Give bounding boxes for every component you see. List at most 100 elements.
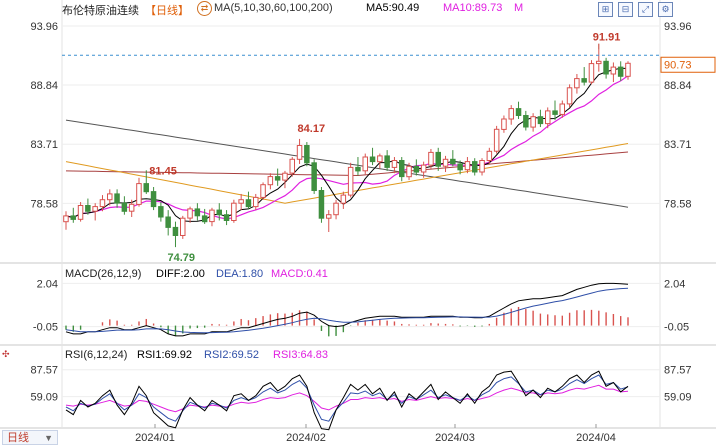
- low-annotation: 74.79: [167, 252, 195, 264]
- macd-label: MACD(26,12,9): [65, 268, 142, 280]
- candle-body: [603, 60, 609, 75]
- candle-body: [282, 172, 288, 181]
- candle-body: [194, 208, 201, 217]
- candle-body: [63, 215, 69, 223]
- rsi3-line: [65, 384, 629, 413]
- ma100-line: [65, 119, 629, 208]
- zoom-out-icon[interactable]: ⊟: [618, 2, 633, 17]
- candle-body: [399, 160, 405, 178]
- period-selector-button[interactable]: 日线 ▼: [2, 430, 58, 445]
- candle-body: [610, 66, 617, 75]
- candle-body: [355, 166, 361, 172]
- candle-body: [180, 217, 186, 236]
- candle-body: [566, 87, 573, 105]
- rsi1-value: RSI1:69.92: [137, 349, 193, 361]
- candle-body: [260, 184, 266, 198]
- date-tick-label: 2024/04: [576, 432, 616, 444]
- candle-body: [209, 209, 215, 223]
- toggle-icon[interactable]: ⇄: [197, 1, 212, 16]
- candle-body: [318, 190, 325, 219]
- ma10-value: MA10:89.73: [443, 2, 503, 14]
- price-tick-right: 83.71: [664, 139, 692, 151]
- candle-body: [267, 176, 274, 186]
- date-tick-label: 2024/02: [286, 432, 326, 444]
- candle-body: [362, 156, 368, 172]
- candle-body: [384, 155, 390, 168]
- candle-body: [333, 202, 339, 216]
- candle-body: [107, 193, 113, 201]
- candle-body: [114, 193, 120, 204]
- candle-body: [493, 128, 500, 152]
- macd-diff-value: DIFF:2.00: [156, 268, 205, 280]
- candle-body: [165, 216, 171, 228]
- candle-body: [340, 194, 347, 204]
- rsi-tick-left: 59.09: [30, 392, 58, 404]
- high-annotation: 91.91: [593, 32, 621, 44]
- candle-body: [172, 226, 179, 236]
- peak-annotation: 84.17: [298, 123, 326, 135]
- ma-params: MA(5,10,30,60,100,200): [214, 2, 333, 14]
- period-label[interactable]: 【日线】: [145, 5, 189, 17]
- candle-body: [486, 150, 493, 162]
- candle-body: [245, 199, 252, 208]
- rsi2-line: [65, 374, 629, 422]
- current-price-tag: [660, 56, 716, 73]
- candle-body: [85, 205, 91, 212]
- chevron-down-icon: ▼: [44, 433, 53, 443]
- ma5-value: MA5:90.49: [366, 2, 420, 14]
- candle-body: [304, 145, 310, 164]
- candle-body: [223, 214, 230, 221]
- candle-body: [617, 66, 624, 77]
- price-tick-right: 88.84: [664, 80, 692, 92]
- candle-body: [238, 199, 244, 204]
- instrument-title: 布伦特原油连续: [62, 5, 139, 17]
- candle-body: [391, 160, 398, 168]
- candle-body: [537, 116, 544, 125]
- candle-body: [150, 191, 157, 208]
- candle-body: [231, 202, 237, 221]
- candle-body: [377, 155, 383, 163]
- macd-tick-left: -0.05: [33, 322, 58, 334]
- candle-body: [136, 183, 142, 205]
- rsi-settings-icon[interactable]: ✣: [2, 349, 10, 359]
- candle-body: [508, 108, 514, 120]
- candle-body: [420, 164, 427, 173]
- candle-body: [457, 163, 463, 171]
- price-tick-left: 78.58: [30, 198, 58, 210]
- candle-body: [77, 205, 84, 220]
- level-annotation: 81.45: [149, 165, 177, 177]
- candle-body: [523, 115, 529, 128]
- current-price-label: 90.73: [664, 59, 692, 71]
- candle-body: [187, 208, 193, 219]
- candle-body: [99, 199, 106, 208]
- candle-body: [311, 162, 317, 192]
- price-tick-left: 83.71: [30, 139, 58, 151]
- candle-body: [121, 202, 128, 212]
- candle-body: [428, 151, 434, 166]
- expand-icon[interactable]: ⤢: [638, 2, 653, 17]
- rsi-tick-left: 87.57: [30, 365, 58, 377]
- macd-tick-right: -0.05: [664, 322, 689, 334]
- candle-body: [158, 206, 164, 218]
- candle-body: [435, 151, 441, 167]
- settings-icon[interactable]: ⚙: [658, 2, 673, 17]
- candle-body: [413, 165, 420, 173]
- candle-body: [442, 158, 449, 167]
- macd-hist-value: MACD:0.41: [271, 268, 328, 280]
- candle-body: [92, 206, 98, 212]
- macd-dea-value: DEA:1.80: [216, 268, 264, 280]
- macd-dea-line: [65, 287, 629, 334]
- macd-tick-right: 2.04: [664, 278, 685, 290]
- candle-body: [450, 158, 456, 165]
- more-ma-indicator: M: [514, 2, 524, 14]
- candle-body: [201, 215, 208, 223]
- ma30-line: [65, 143, 629, 204]
- candle-body: [625, 62, 631, 77]
- candle-body: [216, 209, 222, 216]
- candle-body: [70, 215, 76, 220]
- candle-body: [472, 161, 478, 173]
- date-tick-label: 2024/03: [435, 432, 475, 444]
- zoom-in-icon[interactable]: ⊞: [598, 2, 613, 17]
- candle-body: [289, 158, 295, 174]
